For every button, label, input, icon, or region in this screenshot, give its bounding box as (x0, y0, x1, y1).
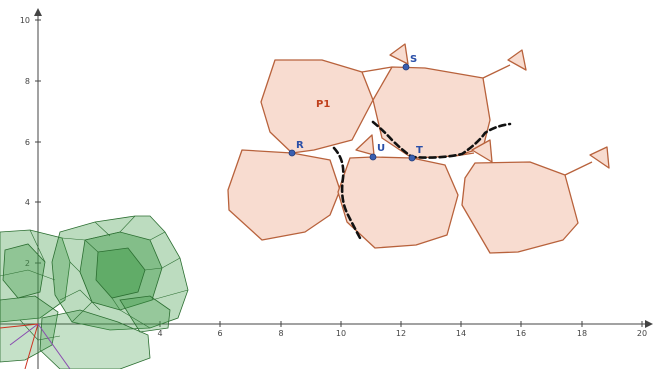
point-label-t: T (416, 145, 423, 156)
polygon-bottom-center[interactable] (337, 156, 459, 249)
polygon-p1[interactable] (260, 59, 374, 154)
point-label-s: S (410, 54, 417, 65)
small-triangle[interactable] (507, 49, 527, 71)
dashed-path-left (332, 146, 362, 240)
polyhedron-edges (0, 215, 189, 341)
polygon-bottom-left[interactable] (227, 149, 341, 241)
small-triangle[interactable] (471, 139, 493, 163)
x-tick-label: 6 (217, 329, 222, 338)
connectors (361, 64, 593, 176)
y-axis-arrow (34, 8, 42, 16)
point-t[interactable] (408, 154, 416, 162)
small-triangle[interactable] (355, 134, 375, 156)
dashed-paths (332, 120, 512, 240)
point-s[interactable] (402, 63, 410, 71)
axes: 2 4 6 8 10 4 6 8 10 12 14 16 18 20 (0, 8, 653, 369)
x-tick-label: 12 (396, 329, 406, 338)
point-r[interactable] (288, 149, 296, 157)
small-triangle[interactable] (589, 146, 610, 169)
x-tick-label: 20 (637, 329, 647, 338)
x-tick-label: 18 (577, 329, 587, 338)
point-label-r: R (296, 140, 304, 151)
y-tick-label: 6 (25, 138, 30, 147)
points[interactable] (288, 63, 416, 162)
x-tick-label: 10 (336, 329, 346, 338)
polyhedron-face (0, 295, 59, 363)
x-tick-label: 16 (516, 329, 526, 338)
polyhedron-face (39, 309, 151, 369)
point-u[interactable] (369, 153, 377, 161)
dashed-path-right (371, 120, 512, 159)
x-axis-arrow (645, 320, 653, 328)
y-tick-label: 2 (25, 259, 30, 268)
polyhedron-face (0, 229, 71, 323)
y-tick-label: 4 (25, 198, 30, 207)
labels: P1 R S T U (296, 54, 423, 156)
small-triangle[interactable] (389, 43, 409, 65)
polyhedron-face (95, 247, 146, 299)
origin-vectors (0, 323, 71, 369)
x-tick-label: 4 (157, 329, 162, 338)
point-label-u: U (377, 143, 385, 154)
polyhedron-face (119, 295, 171, 333)
x-tick-label: 8 (278, 329, 283, 338)
polygon-label: P1 (316, 99, 330, 110)
polyhedra-cluster[interactable] (0, 215, 189, 369)
polygons[interactable] (227, 43, 610, 254)
y-tick-label: 10 (20, 16, 30, 25)
y-tick-label: 8 (25, 77, 30, 86)
polygon-bottom-right[interactable] (461, 161, 579, 254)
polygon-top-right[interactable] (372, 66, 491, 159)
x-tick-label: 14 (456, 329, 466, 338)
